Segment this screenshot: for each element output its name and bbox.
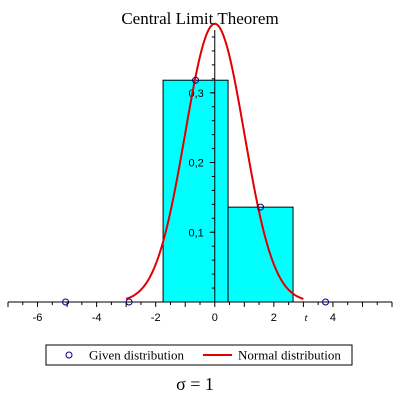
normal-curve-layer xyxy=(125,22,304,300)
x-tick-label: 4 xyxy=(330,312,336,324)
x-tick-label: -6 xyxy=(33,312,43,324)
normal-distribution-curve xyxy=(125,22,304,300)
legend-label-given: Given distribution xyxy=(89,348,184,363)
x-tick-label: -4 xyxy=(92,312,102,324)
legend-marker-given xyxy=(65,351,73,359)
histogram-bar xyxy=(162,79,229,303)
x-axis-label: t xyxy=(304,312,308,324)
sigma-caption: σ = 1 xyxy=(176,374,214,394)
x-tick-label: 0 xyxy=(212,312,218,324)
x-tick-label: -2 xyxy=(151,312,161,324)
given-distribution-point xyxy=(322,298,330,306)
histogram-bars xyxy=(162,79,294,303)
given-distribution-point xyxy=(257,203,265,211)
given-distribution-point xyxy=(62,298,70,306)
given-distribution-point xyxy=(192,76,200,84)
given-points-layer xyxy=(62,76,330,306)
legend-label-normal: Normal distribution xyxy=(238,348,341,363)
legend: Given distribution Normal distribution xyxy=(45,344,353,366)
legend-box xyxy=(45,344,353,366)
histogram-bar xyxy=(227,206,294,303)
chart-title: Central Limit Theorem xyxy=(121,9,278,28)
y-tick-label: 0,1 xyxy=(188,227,203,239)
x-tick-label: 2 xyxy=(271,312,277,324)
given-distribution-point xyxy=(125,298,133,306)
y-tick-label: 0,2 xyxy=(188,158,203,170)
